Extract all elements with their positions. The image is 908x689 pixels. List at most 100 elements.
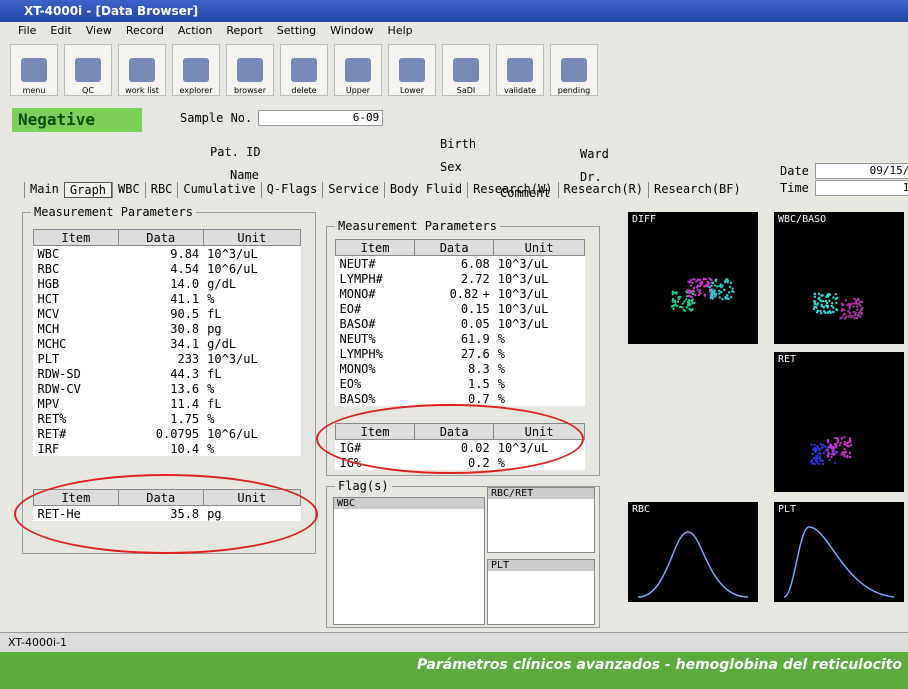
- scattergram: PLT: [774, 502, 904, 602]
- toolbar-button[interactable]: work list: [118, 44, 166, 96]
- column-header: Data: [117, 229, 204, 246]
- dot: [820, 312, 823, 315]
- graph-title: RBC: [632, 504, 651, 515]
- dot: [857, 314, 861, 317]
- unit: g/dL: [207, 336, 237, 351]
- dot: [704, 284, 708, 287]
- data-row: LYMPH# 2.72 10^3/uL: [336, 271, 585, 286]
- dot: [818, 296, 821, 299]
- menu-item[interactable]: View: [85, 24, 112, 37]
- data-row: MONO% 8.3%: [336, 361, 585, 376]
- dot: [727, 291, 731, 294]
- toolbar-label: browser: [233, 86, 266, 95]
- toolbar-button[interactable]: menu: [10, 44, 58, 96]
- tab[interactable]: Body Fluid: [383, 182, 467, 198]
- graph-title: WBC/BASO: [778, 214, 827, 225]
- data-table: Item Data Unit NEUT# 6.08 10^3/uL LYMPH# 2.72 10…: [334, 239, 585, 406]
- value-text: 10.4: [170, 441, 200, 456]
- dot: [826, 294, 829, 297]
- dot: [690, 295, 693, 299]
- dot: [688, 281, 691, 284]
- menu-item[interactable]: Record: [125, 24, 164, 37]
- dot: [710, 288, 714, 291]
- data-row: RET# 0.0795 10^6/uL: [34, 426, 301, 441]
- tab[interactable]: WBC: [112, 182, 145, 198]
- dot: [817, 457, 820, 460]
- menu-item[interactable]: Help: [387, 24, 413, 37]
- dot: [813, 446, 817, 450]
- menu-item[interactable]: Window: [330, 24, 374, 37]
- unit: fL: [207, 396, 222, 411]
- item: RDW-SD: [37, 366, 81, 381]
- value: 90.5: [118, 306, 203, 321]
- unit: 10^6/uL: [207, 426, 258, 441]
- flags-panel: Flag(s) WBC RBC/RET PLT: [326, 479, 600, 628]
- highlight: [316, 404, 584, 474]
- toolbar-button[interactable]: browser: [226, 44, 274, 96]
- data-row: EO# 0.15 10^3/uL: [336, 301, 585, 316]
- tab[interactable]: Research(W): [467, 182, 557, 198]
- tab[interactable]: Cumulative: [177, 182, 260, 198]
- tab[interactable]: Service: [322, 182, 384, 198]
- tab[interactable]: Main: [24, 182, 64, 198]
- dot: [854, 311, 857, 314]
- value-text: 0.7: [468, 391, 490, 406]
- toolbar-button[interactable]: QC: [64, 44, 112, 96]
- plot: [812, 292, 864, 320]
- dot: [815, 456, 818, 460]
- dot: [843, 317, 847, 320]
- plot: [810, 436, 853, 466]
- toolbar-button[interactable]: SaDI: [442, 44, 490, 96]
- dot: [822, 443, 825, 447]
- dot: [845, 444, 849, 447]
- toolbar-button[interactable]: pending: [550, 44, 598, 96]
- item: MCV: [37, 306, 60, 321]
- toolbar-button[interactable]: Lower: [388, 44, 436, 96]
- menu-item[interactable]: Action: [177, 24, 213, 37]
- toolbar-button[interactable]: explorer: [172, 44, 220, 96]
- dot: [696, 288, 699, 291]
- dot: [848, 305, 851, 308]
- menu-item[interactable]: Report: [226, 24, 263, 37]
- dot: [832, 453, 836, 456]
- tab[interactable]: RBC: [144, 182, 178, 198]
- value: 13.6: [118, 381, 203, 396]
- value-text: 4.54: [170, 261, 200, 276]
- dot: [826, 439, 829, 442]
- tab[interactable]: Graph: [63, 182, 113, 198]
- flag-box-title: RBC/RET: [488, 488, 594, 499]
- value-text: 90.5: [170, 306, 200, 321]
- tab[interactable]: Q-Flags: [260, 182, 323, 198]
- dot: [816, 444, 819, 448]
- menu-item[interactable]: Edit: [50, 24, 72, 37]
- toolbar-button[interactable]: delete: [280, 44, 328, 96]
- toolbar-button[interactable]: Upper: [334, 44, 382, 96]
- dot: [729, 295, 733, 299]
- field-label: Ward: [580, 147, 609, 161]
- dot: [700, 282, 704, 285]
- scattergram: RET: [774, 352, 904, 492]
- dot: [686, 289, 690, 292]
- tab[interactable]: Research(BF): [648, 182, 746, 198]
- unit: 10^3/uL: [497, 271, 549, 286]
- field-label: Sample No.: [180, 111, 253, 125]
- dot: [843, 448, 846, 451]
- value: 9.84: [118, 246, 203, 262]
- toolbar-label: pending: [557, 86, 591, 95]
- dot: [813, 305, 816, 308]
- item: RBC: [37, 261, 60, 276]
- dot: [811, 458, 814, 462]
- menu-item[interactable]: Setting: [276, 24, 317, 37]
- dot: [678, 295, 681, 299]
- data-row: WBC 9.84 10^3/uL: [34, 246, 301, 262]
- dot: [843, 450, 847, 454]
- dot: [859, 315, 862, 319]
- toolbar-button[interactable]: validate: [496, 44, 544, 96]
- dot: [723, 288, 726, 292]
- value-text: 13.6: [170, 381, 200, 396]
- flag-box-title: PLT: [488, 560, 594, 571]
- data-row: HGB 14.0 g/dL: [34, 276, 301, 291]
- tab[interactable]: Research(R): [557, 182, 648, 198]
- field: Sample No. 6-09: [180, 110, 384, 126]
- menu-item[interactable]: File: [18, 24, 37, 37]
